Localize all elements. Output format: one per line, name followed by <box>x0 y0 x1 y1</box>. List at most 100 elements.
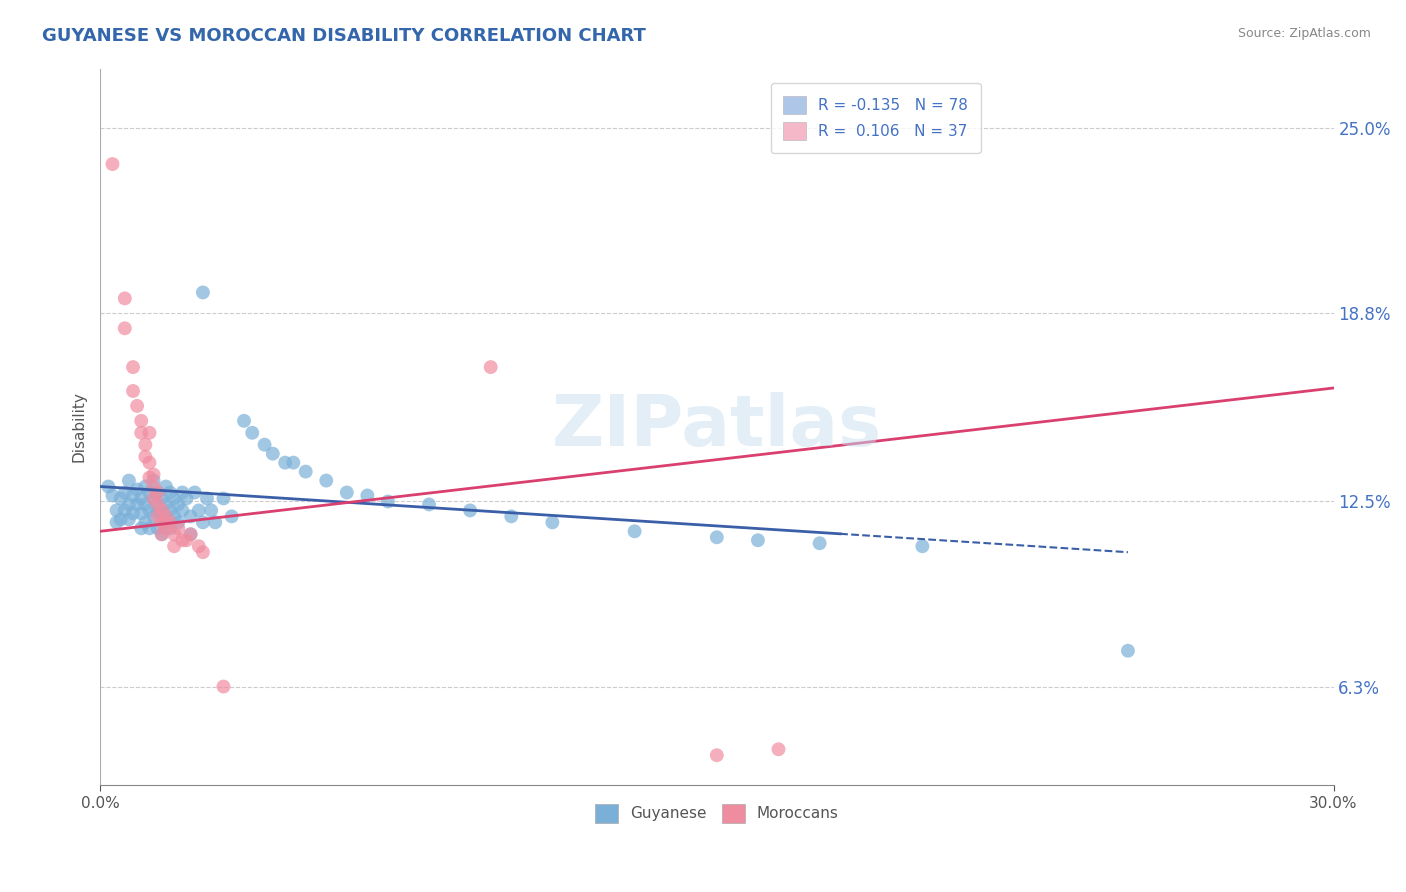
Point <box>129 491 152 506</box>
Point <box>167 521 190 535</box>
Point <box>159 503 181 517</box>
Point <box>336 485 359 500</box>
Point <box>138 456 160 470</box>
Point <box>176 533 198 548</box>
Point <box>163 509 186 524</box>
Text: ZIPatlas: ZIPatlas <box>551 392 882 461</box>
Point <box>142 491 165 506</box>
Point <box>122 488 145 502</box>
Point <box>768 742 790 756</box>
Point <box>167 498 190 512</box>
Point <box>146 485 169 500</box>
Point <box>221 509 243 524</box>
Point <box>146 521 169 535</box>
Point <box>105 516 128 530</box>
Point <box>191 545 214 559</box>
Point <box>129 521 152 535</box>
Point <box>187 539 209 553</box>
Point <box>176 491 198 506</box>
Point <box>110 491 132 506</box>
Point <box>118 474 141 488</box>
Point <box>146 498 169 512</box>
Point <box>155 516 177 530</box>
Point <box>315 474 337 488</box>
Text: GUYANESE VS MOROCCAN DISABILITY CORRELATION CHART: GUYANESE VS MOROCCAN DISABILITY CORRELAT… <box>42 27 645 45</box>
Point <box>142 479 165 493</box>
Point <box>233 414 256 428</box>
Point <box>172 485 194 500</box>
Point <box>134 479 156 493</box>
Point <box>129 425 152 440</box>
Point <box>142 491 165 506</box>
Point <box>138 425 160 440</box>
Point <box>114 503 136 517</box>
Point <box>706 530 728 544</box>
Point <box>146 503 169 517</box>
Point <box>377 494 399 508</box>
Point <box>240 425 263 440</box>
Point <box>187 503 209 517</box>
Point <box>129 414 152 428</box>
Point <box>127 498 149 512</box>
Point <box>167 516 190 530</box>
Point <box>105 503 128 517</box>
Point <box>134 498 156 512</box>
Point <box>159 516 181 530</box>
Point <box>150 527 173 541</box>
Y-axis label: Disability: Disability <box>72 392 86 462</box>
Point <box>138 485 160 500</box>
Point <box>114 321 136 335</box>
Point <box>180 527 202 541</box>
Point <box>155 521 177 535</box>
Legend: Guyanese, Moroccans: Guyanese, Moroccans <box>582 792 851 835</box>
Point <box>623 524 645 539</box>
Point <box>155 479 177 493</box>
Point <box>122 507 145 521</box>
Point <box>118 512 141 526</box>
Point <box>418 498 440 512</box>
Point <box>200 503 222 517</box>
Point <box>180 509 202 524</box>
Point <box>204 516 226 530</box>
Point <box>101 488 124 502</box>
Point <box>180 527 202 541</box>
Point <box>97 479 120 493</box>
Point <box>150 491 173 506</box>
Point <box>101 157 124 171</box>
Point <box>274 456 297 470</box>
Point <box>150 516 173 530</box>
Point <box>159 521 181 535</box>
Point <box>501 509 523 524</box>
Text: Source: ZipAtlas.com: Source: ZipAtlas.com <box>1237 27 1371 40</box>
Point <box>138 503 160 517</box>
Point <box>134 516 156 530</box>
Point <box>146 509 169 524</box>
Point <box>127 399 149 413</box>
Point <box>706 748 728 763</box>
Point <box>195 491 218 506</box>
Point <box>150 527 173 541</box>
Point <box>458 503 481 517</box>
Point <box>150 503 173 517</box>
Point <box>1116 644 1139 658</box>
Point <box>146 485 169 500</box>
Point <box>138 470 160 484</box>
Point <box>212 491 235 506</box>
Point <box>262 447 284 461</box>
Point <box>163 539 186 553</box>
Point <box>114 485 136 500</box>
Point <box>118 498 141 512</box>
Point <box>808 536 831 550</box>
Point <box>163 491 186 506</box>
Point <box>114 292 136 306</box>
Point <box>110 512 132 526</box>
Point <box>541 516 564 530</box>
Point <box>191 516 214 530</box>
Point <box>134 450 156 464</box>
Point <box>159 485 181 500</box>
Point <box>142 474 165 488</box>
Point <box>212 680 235 694</box>
Point <box>122 360 145 375</box>
Point <box>142 509 165 524</box>
Point <box>134 438 156 452</box>
